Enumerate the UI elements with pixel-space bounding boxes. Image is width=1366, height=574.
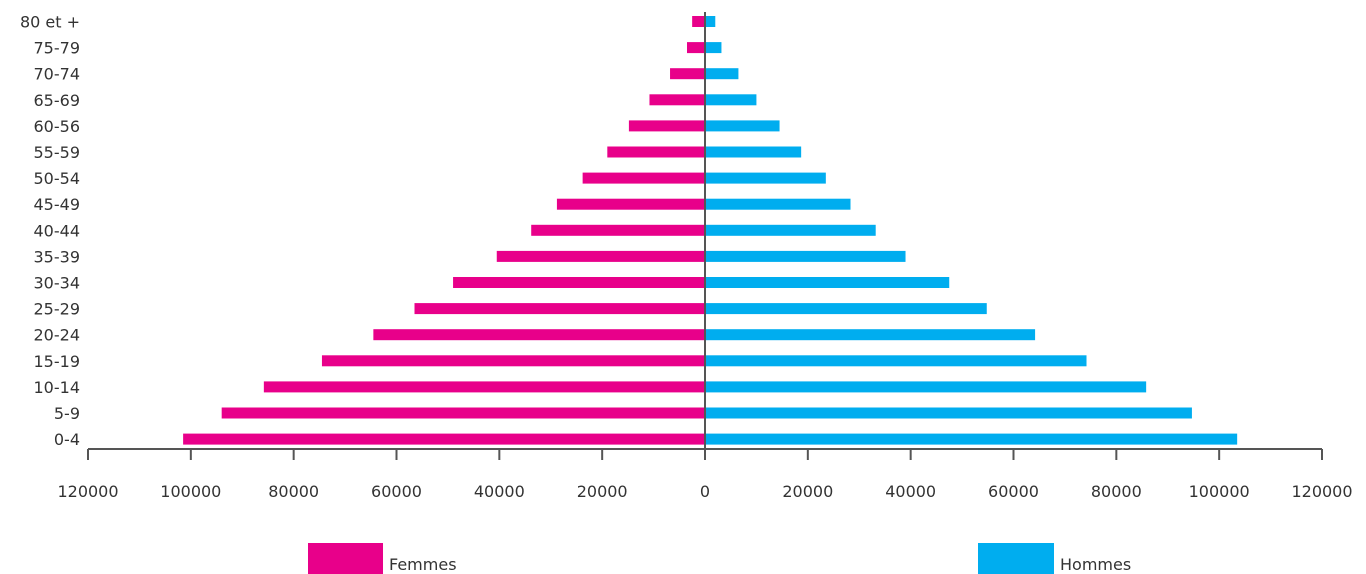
category-label-60-56: 60-56: [34, 117, 81, 136]
bar-femmes-35-39: [496, 250, 705, 262]
bar-hommes-20-24: [705, 329, 1036, 341]
x-tick-label: 100000: [1189, 482, 1250, 501]
bar-hommes-15-19: [705, 355, 1087, 367]
bar-hommes-80-et: [705, 16, 716, 27]
bar-hommes-25-29: [705, 303, 987, 315]
x-tick-label: 20000: [577, 482, 628, 501]
x-tick-label: 40000: [474, 482, 525, 501]
bar-femmes-45-49: [556, 198, 705, 210]
bar-hommes-10-14: [705, 381, 1147, 393]
bar-femmes-5-9: [221, 407, 705, 419]
bar-femmes-25-29: [414, 303, 705, 315]
x-tick-label: 20000: [782, 482, 833, 501]
category-label-40-44: 40-44: [34, 221, 81, 240]
category-label-65-69: 65-69: [34, 91, 81, 110]
bar-hommes-0-4: [705, 433, 1238, 445]
bar-femmes-60-56: [628, 120, 705, 132]
bar-hommes-70-74: [705, 68, 739, 80]
x-tick-label: 120000: [57, 482, 118, 501]
category-labels: 80 et + 75-79 70-74 65-69 60-56 55-59 50-54 45-…: [20, 13, 80, 450]
x-tick-label: 80000: [268, 482, 319, 501]
category-label-70-74: 70-74: [34, 65, 81, 84]
legend-swatch-femmes: [308, 543, 383, 574]
category-label-50-54: 50-54: [34, 169, 81, 188]
bar-hommes-50-54: [705, 172, 826, 184]
bar-hommes-75-79: [705, 42, 722, 54]
bar-femmes-75-79: [687, 42, 705, 54]
category-label-20-24: 20-24: [34, 326, 81, 345]
bar-femmes-55-59: [607, 146, 705, 158]
x-tick-label: 120000: [1291, 482, 1352, 501]
bar-femmes-40-44: [531, 224, 705, 236]
category-label-0-4: 0-4: [54, 430, 80, 449]
bars-layer: [183, 16, 1238, 445]
bar-femmes-15-19: [321, 355, 705, 367]
x-tick-label: 80000: [1091, 482, 1142, 501]
legend-label-femmes: Femmes: [389, 555, 457, 574]
x-tick-label: 40000: [885, 482, 936, 501]
x-tick-label: 60000: [988, 482, 1039, 501]
legend-swatch-hommes: [978, 543, 1054, 574]
bar-femmes-50-54: [582, 172, 705, 184]
bar-femmes-30-34: [453, 277, 705, 288]
category-label-45-49: 45-49: [34, 195, 81, 214]
bar-hommes-30-34: [705, 277, 950, 288]
category-label-5-9: 5-9: [54, 404, 80, 423]
category-label-30-34: 30-34: [34, 274, 81, 293]
legend-label-hommes: Hommes: [1060, 555, 1131, 574]
bar-hommes-60-56: [705, 120, 780, 132]
category-label-25-29: 25-29: [34, 300, 81, 319]
category-label-10-14: 10-14: [34, 378, 81, 397]
bar-hommes-55-59: [705, 146, 802, 158]
x-tick-label: 60000: [371, 482, 422, 501]
bar-femmes-70-74: [670, 68, 705, 80]
category-label-55-59: 55-59: [34, 143, 81, 162]
bar-femmes-80-et: [692, 16, 705, 27]
bar-hommes-5-9: [705, 407, 1192, 419]
bar-femmes-65-69: [649, 94, 705, 106]
category-label-15-19: 15-19: [34, 352, 81, 371]
bar-hommes-45-49: [705, 198, 851, 210]
x-tick-label: 0: [700, 482, 710, 501]
bar-hommes-35-39: [705, 250, 906, 262]
bar-hommes-65-69: [705, 94, 757, 106]
category-label-35-39: 35-39: [34, 247, 81, 266]
category-label-75-79: 75-79: [34, 39, 81, 58]
x-ticks: 120000 100000 80000 60000 40000 20000 0 20000 40…: [57, 449, 1353, 501]
legend: Femmes Hommes: [308, 543, 1131, 574]
x-tick-label: 100000: [160, 482, 221, 501]
bar-femmes-0-4: [183, 433, 705, 445]
bar-femmes-10-14: [263, 381, 705, 393]
bar-hommes-40-44: [705, 224, 876, 236]
bar-femmes-20-24: [373, 329, 705, 341]
category-label-80-et: 80 et +: [20, 13, 80, 32]
